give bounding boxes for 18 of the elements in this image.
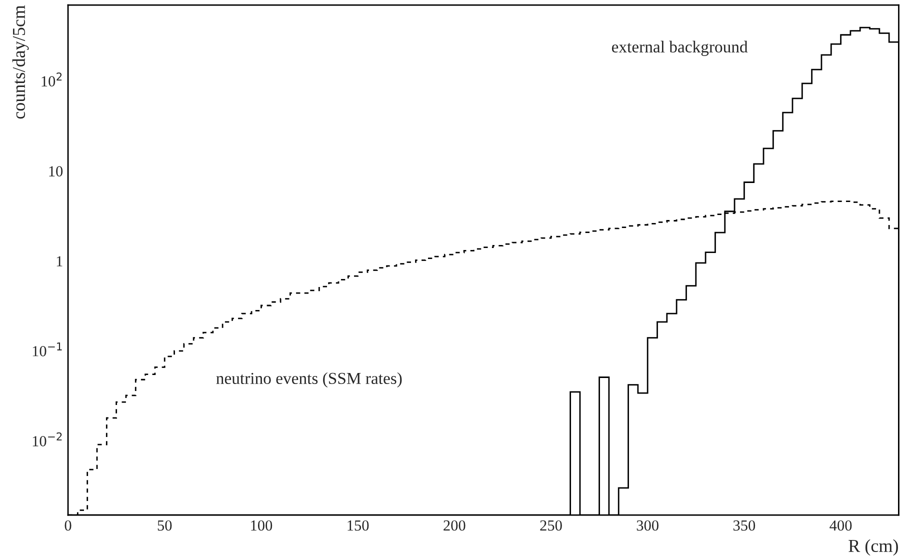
x-tick-label: 250 (540, 520, 562, 531)
x-tick-label: 400 (830, 520, 852, 531)
x-tick-label: 350 (733, 520, 756, 531)
annotation: external background (612, 40, 748, 56)
y-tick-label: 10$^{−2}$ (32, 432, 62, 446)
x-tick-label: 150 (348, 520, 369, 531)
x-tick-label: 0 (64, 520, 72, 531)
x-tick-label: 200 (444, 520, 466, 531)
y-tick-label: 1 (56, 256, 62, 266)
x-axis-title: R (cm) (848, 539, 898, 556)
y-tick-label: 10$^{−1}$ (32, 342, 62, 356)
y-axis-title: counts/day/5cm (12, 5, 29, 119)
x-tick-label: 50 (158, 520, 172, 531)
annotation: neutrino events (SSM rates) (216, 372, 402, 388)
y-tick-label: 10$^{2}$ (42, 72, 62, 86)
y-tick-label: 10 (49, 166, 63, 176)
x-tick-label: 300 (636, 520, 658, 531)
x-tick-label: 100 (251, 520, 272, 531)
